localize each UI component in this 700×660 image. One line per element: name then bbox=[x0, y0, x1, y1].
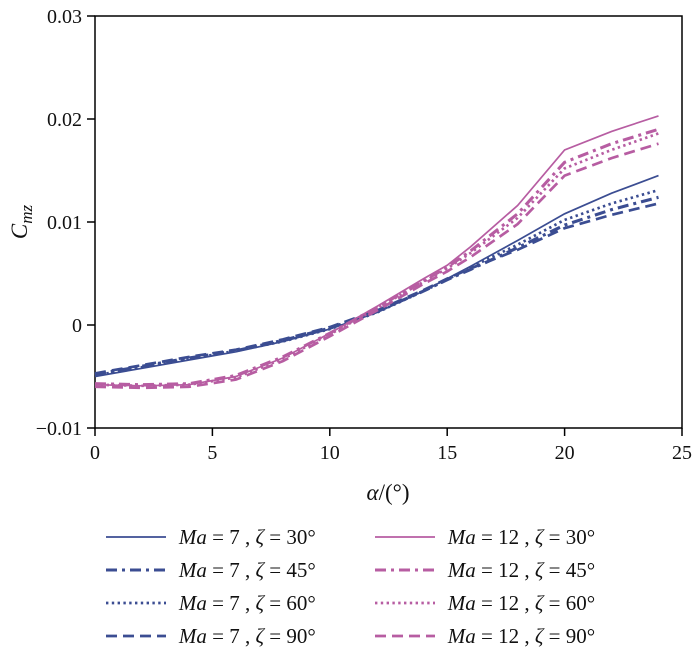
legend-line-sample bbox=[374, 634, 435, 638]
legend-line-sample bbox=[105, 536, 166, 538]
legend-line-sample bbox=[105, 601, 166, 605]
y-axis-ticks: −0.01 0 0.01 0.02 0.03 bbox=[36, 6, 95, 440]
y-tick-label: 0.01 bbox=[47, 212, 82, 234]
y-tick-label: 0.02 bbox=[47, 109, 82, 131]
legend-label: Ma = 7 , ζ = 45° bbox=[178, 558, 316, 582]
legend-item-ma12-zeta60: Ma = 12 , ζ = 60° bbox=[374, 589, 595, 617]
legend-line-sample bbox=[374, 536, 435, 538]
series-line-ma7-zeta30 bbox=[94, 174, 659, 378]
legend-item-ma7-zeta45: Ma = 7 , ζ = 45° bbox=[105, 556, 316, 584]
cmz-alpha-line-chart: 0 5 10 15 20 25 −0.01 0 0.01 0.02 0.03 α/(°) Cmz bbox=[7, 6, 692, 505]
legend-label: Ma = 12 , ζ = 60° bbox=[447, 591, 596, 615]
y-tick-label: 0 bbox=[72, 315, 82, 337]
x-tick-label: 20 bbox=[555, 442, 575, 464]
legend-line-sample bbox=[105, 634, 166, 638]
legend-label: Ma = 7 , ζ = 90° bbox=[178, 624, 316, 648]
series-lines bbox=[94, 115, 659, 390]
legend-item-ma7-zeta30: Ma = 7 , ζ = 30° bbox=[105, 523, 316, 551]
series-line-ma12-zeta60 bbox=[94, 132, 659, 388]
x-axis-ticks: 0 5 10 15 20 25 bbox=[90, 428, 692, 464]
series-line-ma12-zeta45 bbox=[94, 127, 659, 387]
series-line-ma12-zeta90 bbox=[94, 142, 659, 390]
legend-item-ma7-zeta60: Ma = 7 , ζ = 60° bbox=[105, 589, 316, 617]
x-tick-label: 25 bbox=[672, 442, 692, 464]
x-tick-label: 5 bbox=[207, 442, 217, 464]
series-line-ma7-zeta60 bbox=[94, 188, 659, 377]
legend-label: Ma = 12 , ζ = 90° bbox=[447, 624, 596, 648]
series-line-ma7-zeta90 bbox=[94, 202, 659, 375]
x-tick-label: 15 bbox=[437, 442, 457, 464]
legend-item-ma7-zeta90: Ma = 7 , ζ = 90° bbox=[105, 622, 316, 650]
x-tick-label: 10 bbox=[320, 442, 340, 464]
legend-line-sample bbox=[374, 568, 435, 572]
legend-item-ma12-zeta45: Ma = 12 , ζ = 45° bbox=[374, 556, 595, 584]
legend-label: Ma = 12 , ζ = 45° bbox=[447, 558, 596, 582]
legend-item-ma12-zeta30: Ma = 12 , ζ = 30° bbox=[374, 523, 595, 551]
plot-frame bbox=[94, 15, 683, 429]
y-tick-label: −0.01 bbox=[36, 418, 82, 440]
series-line-ma12-zeta30 bbox=[94, 115, 659, 387]
legend-line-sample bbox=[105, 568, 166, 572]
legend-line-sample bbox=[374, 601, 435, 605]
legend-label: Ma = 12 , ζ = 30° bbox=[447, 525, 596, 549]
chart-legend: Ma = 7 , ζ = 30° Ma = 12 , ζ = 30° Ma = 7 … bbox=[0, 523, 700, 650]
x-axis-label: α/(°) bbox=[367, 480, 410, 505]
legend-label: Ma = 7 , ζ = 30° bbox=[178, 525, 316, 549]
y-axis-label: Cmz bbox=[7, 205, 36, 240]
legend-label: Ma = 7 , ζ = 60° bbox=[178, 591, 316, 615]
series-line-ma7-zeta45 bbox=[94, 195, 659, 376]
y-tick-label: 0.03 bbox=[47, 6, 82, 28]
legend-item-ma12-zeta90: Ma = 12 , ζ = 90° bbox=[374, 622, 595, 650]
chart-plot-area: 0 5 10 15 20 25 −0.01 0 0.01 0.02 0.03 bbox=[36, 6, 692, 464]
x-tick-label: 0 bbox=[90, 442, 100, 464]
